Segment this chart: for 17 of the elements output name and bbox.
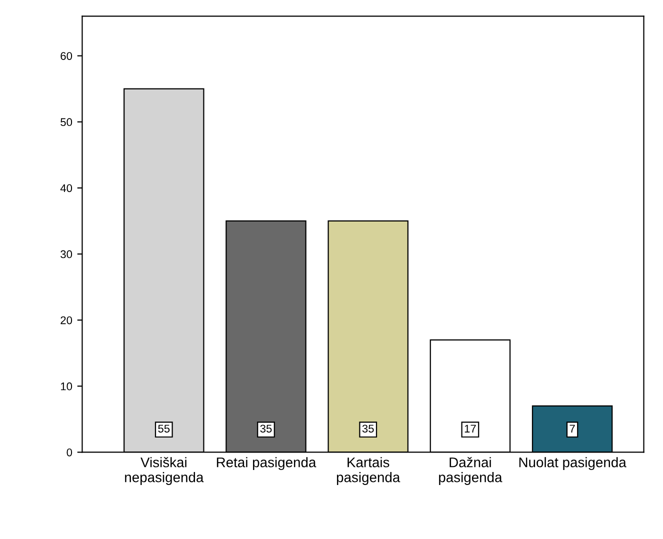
data-label: 35 (260, 424, 272, 433)
y-tick-label: 40 (60, 184, 72, 192)
y-tick-label: 50 (60, 118, 72, 126)
data-label: 35 (362, 424, 374, 433)
y-tick-label: 0 (66, 448, 72, 456)
data-label: 17 (464, 424, 476, 432)
y-tick-label: 10 (60, 382, 72, 390)
x-tick-label: Dažnai pasigenda (439, 457, 502, 485)
data-label: 7 (570, 424, 575, 432)
x-tick-label: Retai pasigenda (216, 457, 316, 470)
data-label: 55 (158, 424, 170, 433)
x-tick-label: Nuolat pasigenda (519, 457, 626, 470)
x-tick-label: Kartais pasigenda (336, 457, 400, 485)
y-tick-label: 30 (60, 250, 72, 258)
y-tick-label: 60 (60, 52, 72, 60)
x-tick-label: Visiškai nepasigenda (125, 457, 204, 485)
y-tick-label: 20 (60, 316, 72, 324)
